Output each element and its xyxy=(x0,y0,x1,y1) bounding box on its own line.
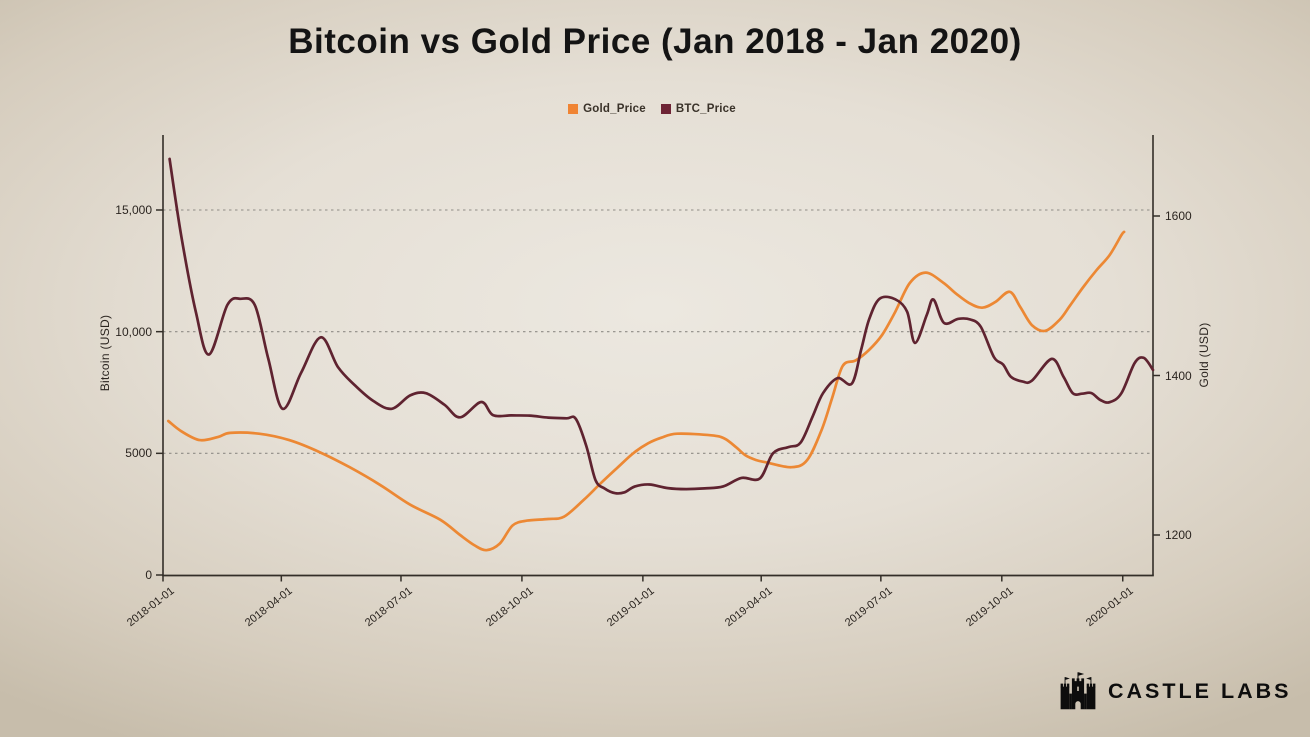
legend-item-btc: BTC_Price xyxy=(660,103,736,115)
brand-name: CASTLE LABS xyxy=(1108,678,1292,703)
chart-title: Bitcoin vs Gold Price (Jan 2018 - Jan 20… xyxy=(288,22,1022,61)
gold-price-line xyxy=(166,230,1126,552)
legend-label-btc: BTC_Price xyxy=(675,103,736,115)
y-left-tick-label: 5000 xyxy=(125,446,152,461)
y-left-tick-label: 15,000 xyxy=(115,203,152,217)
legend: Gold_Price BTC_Price xyxy=(0,103,1304,115)
brand-logo: CASTLE LABS xyxy=(1058,668,1292,714)
y-left-tick-label: 0 xyxy=(145,568,152,582)
y-right-axis-title: Gold (USD) xyxy=(1197,322,1211,388)
y-right-tick-label: 1400 xyxy=(1165,368,1192,383)
y-right-tick-label: 1200 xyxy=(1165,528,1192,542)
btc-price-line xyxy=(168,157,1155,495)
gold-series-swatch xyxy=(568,104,579,114)
y-left-tick-label: 10,000 xyxy=(115,324,152,339)
legend-item-gold: Gold_Price xyxy=(568,103,646,115)
y-left-axis-title: Bitcoin (USD) xyxy=(98,314,112,392)
y-right-tick-label: 1600 xyxy=(1165,209,1192,223)
legend-label-gold: Gold_Price xyxy=(583,103,646,115)
btc-series-swatch xyxy=(660,104,671,114)
castle-icon xyxy=(1060,672,1096,710)
